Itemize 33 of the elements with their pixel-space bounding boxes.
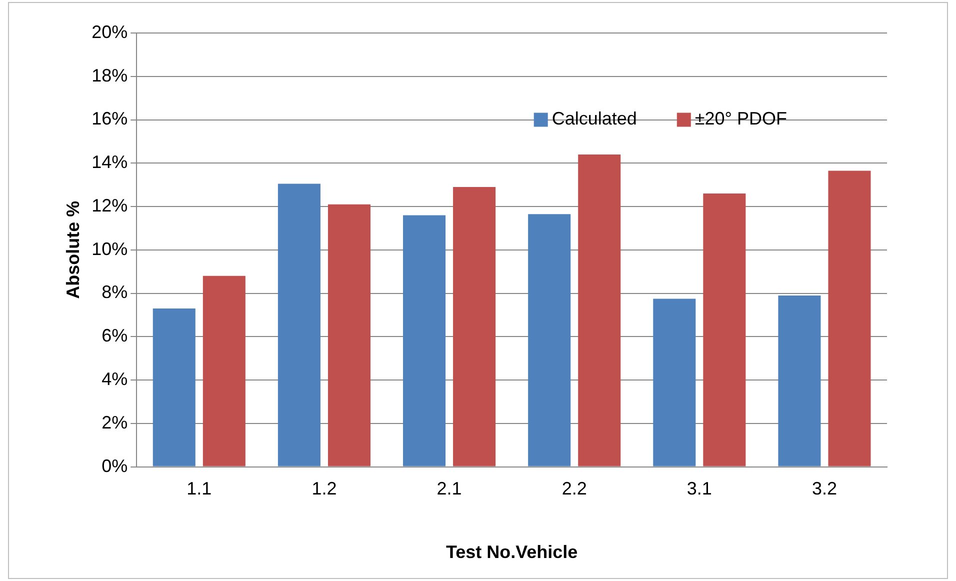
x-tick-label: 1.2: [312, 478, 337, 499]
x-tick-label: 2.1: [436, 478, 462, 499]
legend-label: Calculated: [552, 108, 637, 129]
y-tick-label: 0%: [102, 456, 128, 476]
y-tick-label: 2%: [102, 412, 128, 432]
y-tick-label: 14%: [92, 152, 128, 172]
y-axis-title: Absolute %: [62, 200, 83, 299]
x-tick-label: 3.1: [686, 478, 712, 499]
y-tick-label: 16%: [92, 108, 128, 129]
x-axis-title: Test No.Vehicle: [446, 542, 578, 562]
y-tick-label: 10%: [92, 238, 128, 259]
y-tick-label: 12%: [92, 195, 128, 216]
y-tick-label: 8%: [102, 282, 128, 302]
y-tick-label: 4%: [102, 369, 128, 390]
legend-label: ±20° PDOF: [694, 108, 788, 129]
bar: [828, 170, 871, 466]
bar: [703, 194, 746, 466]
bar: [528, 214, 571, 466]
x-tick-label: 3.2: [812, 478, 837, 499]
y-tick-label: 20%: [92, 22, 128, 42]
bar: [403, 215, 446, 466]
bar: [328, 204, 370, 466]
bar: [278, 184, 320, 466]
bar: [653, 298, 696, 466]
bar: [578, 154, 621, 466]
y-tick-label: 18%: [92, 65, 128, 86]
bar: [202, 276, 246, 466]
x-tick-label: 1.1: [186, 478, 212, 499]
x-tick-label: 2.2: [562, 478, 587, 499]
y-tick-label: 6%: [102, 326, 128, 346]
bar: [778, 295, 821, 466]
bar: [152, 308, 196, 466]
bar: [453, 187, 496, 466]
